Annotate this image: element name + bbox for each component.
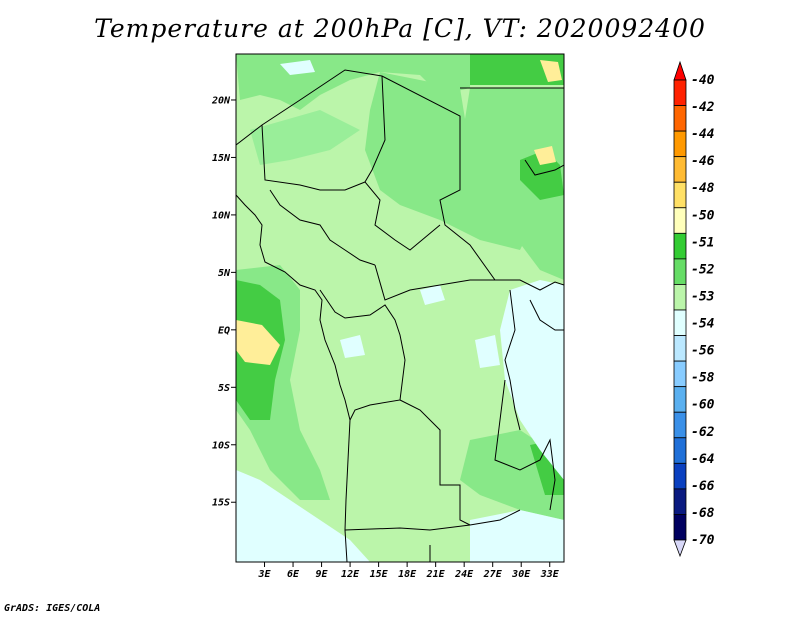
border-lakes (504, 289, 521, 431)
border-north (236, 69, 564, 291)
legend-label: -50 (691, 208, 715, 223)
field-zone-51-gulf (236, 320, 280, 365)
y-axis-ticks: 20N 15N 10N 5N EQ 5S 10S 15S (211, 95, 236, 509)
map-frame (235, 53, 565, 563)
credit-label: GrADS: IGES/COLA (4, 603, 101, 614)
legend-swatch (673, 462, 687, 490)
field-zone-54-east (500, 280, 564, 480)
legend-label: -44 (691, 127, 715, 142)
field-zone-54-sw (236, 470, 370, 562)
x-tick-label: 3E (257, 569, 271, 580)
legend-label: -52 (691, 262, 715, 277)
border-chad (364, 75, 441, 251)
field-zone-53-east (460, 88, 564, 280)
y-tick-label: EQ (218, 325, 230, 336)
legend-label: -60 (691, 398, 715, 413)
border-kenya (529, 299, 564, 331)
legend-label: -48 (691, 181, 715, 196)
field-zone-54-spot3 (475, 335, 500, 368)
border-niger-nigeria (261, 124, 366, 191)
border-angola (399, 399, 471, 526)
legend-label: -42 (691, 100, 715, 115)
y-tick-label: 5N (218, 268, 231, 279)
y-tick-label: 10S (212, 440, 230, 451)
legend-label: -46 (691, 154, 715, 169)
country-borders (236, 69, 564, 562)
legend-swatch (673, 181, 687, 209)
x-tick-label: 12E (341, 569, 360, 580)
legend-swatch (673, 156, 687, 183)
legend-label: -53 (691, 289, 715, 304)
field-zone-51-ne (540, 60, 562, 82)
field-zone-52-ne (470, 54, 564, 85)
legend-swatch (673, 284, 687, 311)
y-tick-label: 5S (218, 383, 230, 394)
legend-label: -64 (691, 452, 715, 467)
color-legend: -40 -42 -44 -46 -48 -50 -51 -52 -53 -54 -56 -58 -60 -… (673, 60, 715, 558)
legend-swatch (673, 232, 687, 260)
coastline-west (236, 194, 351, 562)
legend-label: -68 (691, 506, 715, 521)
legend-swatch (673, 105, 687, 132)
field-zone-54-spot2 (340, 335, 365, 358)
border-eritrea (524, 159, 564, 176)
x-tick-label: 30E (511, 569, 531, 580)
border-cameroon (269, 189, 376, 266)
field-zone-54-south (470, 510, 564, 562)
x-tick-label: 21E (426, 569, 446, 580)
x-axis-ticks: 3E 6E 9E 12E 15E 18E 21E 24E 27E 30E 33E (257, 562, 560, 580)
field-zone-53-sudan (365, 72, 530, 250)
legend-swatch (673, 207, 687, 234)
legend-swatch (673, 309, 687, 336)
legend-swatch (673, 386, 687, 413)
legend-swatch (673, 79, 687, 106)
legend-label: -56 (691, 344, 715, 359)
x-tick-label: 27E (483, 569, 503, 580)
x-tick-label: 33E (540, 569, 560, 580)
legend-label: -66 (691, 479, 715, 494)
legend-label: -58 (691, 371, 715, 386)
x-tick-label: 15E (370, 569, 389, 580)
border-drc-west (349, 359, 406, 421)
field-zone-54-spot (420, 285, 445, 305)
legend-label: -51 (691, 235, 714, 250)
border-namibia (344, 509, 521, 531)
field-zone-54-north (280, 60, 315, 75)
legend-label: -62 (691, 425, 715, 440)
field-zone-51-horn (534, 146, 556, 165)
y-tick-label: 15S (212, 498, 230, 509)
field-zone-53-west (250, 110, 360, 165)
x-tick-label: 24E (454, 569, 474, 580)
border-congo (319, 289, 406, 361)
y-tick-label: 15N (212, 153, 231, 164)
x-tick-label: 6E (287, 569, 300, 580)
legend-swatch (673, 488, 687, 515)
legend-swatch-top (673, 60, 687, 81)
border-car (374, 264, 495, 301)
x-tick-label: 9E (316, 569, 329, 580)
legend-swatch (673, 258, 687, 285)
legend-swatch (673, 514, 687, 541)
legend-swatch (673, 335, 687, 362)
legend-swatch (673, 437, 687, 464)
legend-label: -40 (691, 73, 715, 88)
x-tick-label: 18E (398, 569, 417, 580)
legend-swatch (673, 411, 687, 439)
y-tick-label: 20N (211, 95, 231, 106)
legend-label: -54 (691, 317, 715, 332)
legend-label: -70 (691, 533, 715, 548)
map-title: Temperature at 200hPa [C], VT: 202009240… (94, 14, 706, 43)
temperature-field (236, 54, 564, 562)
y-tick-label: 10N (212, 210, 231, 221)
legend-swatch (673, 130, 687, 158)
legend-swatch-bottom (673, 539, 687, 558)
legend-swatch (673, 360, 687, 388)
border-east (494, 379, 556, 511)
